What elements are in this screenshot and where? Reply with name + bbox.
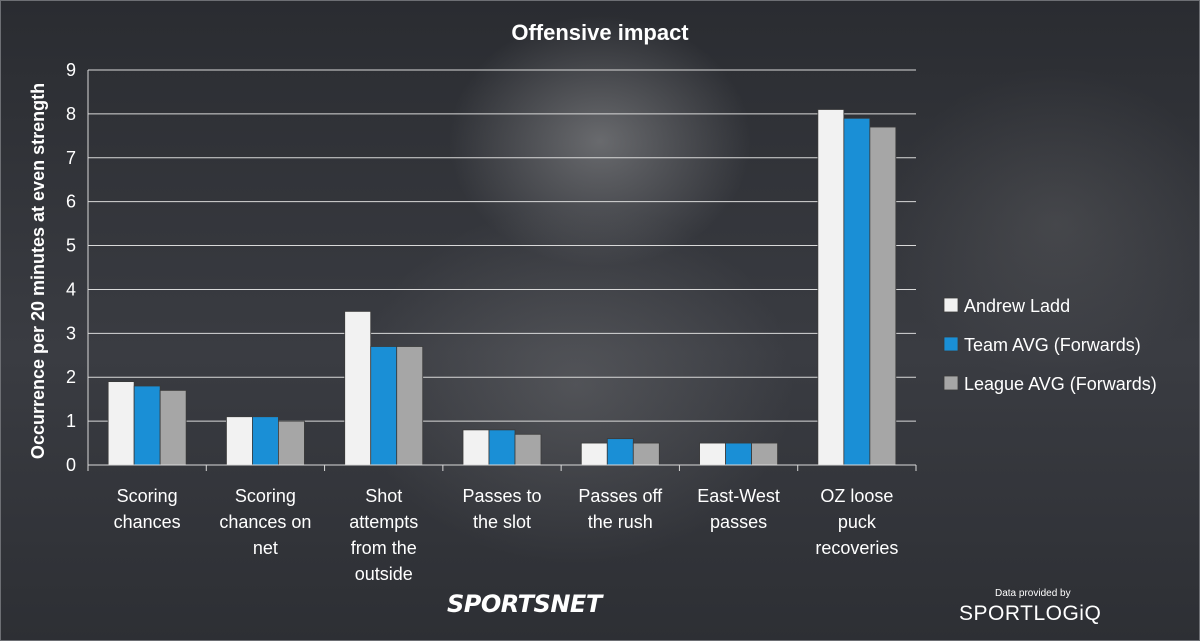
bar-1-4	[606, 438, 634, 466]
x-category-label: net	[253, 538, 278, 558]
y-tick-label: 9	[66, 60, 76, 80]
bar-1-1	[252, 416, 279, 466]
legend-label-2: League AVG (Forwards)	[964, 374, 1157, 394]
x-category-labels: Scoring chances Scoring chances on net Shot at…	[114, 486, 899, 584]
bar-1-6	[843, 117, 871, 466]
bar-1-5	[725, 442, 752, 466]
bar-1-2	[370, 346, 398, 466]
x-category-label: passes	[710, 512, 767, 532]
bar-2-0	[159, 389, 187, 466]
bar-0-4	[580, 442, 608, 466]
x-category-label: East-West	[697, 486, 780, 506]
legend-swatch-0	[943, 297, 959, 313]
bar-2-4	[632, 442, 660, 466]
bar-0-6	[817, 109, 845, 466]
x-category-label: chances on	[219, 512, 311, 532]
bar-0-3	[462, 429, 490, 466]
axes	[87, 70, 917, 471]
bar-1-3	[488, 429, 516, 466]
y-tick-label: 3	[66, 323, 76, 343]
bar-0-2	[344, 310, 372, 466]
x-category-label: the rush	[588, 512, 653, 532]
x-category-label: OZ loose	[820, 486, 893, 506]
x-category-label: recoveries	[815, 538, 898, 558]
bar-2-5	[751, 442, 778, 466]
chart-title: Offensive impact	[511, 20, 689, 45]
bar-0-5	[699, 442, 726, 466]
y-tick-label: 1	[66, 411, 76, 431]
legend: Andrew Ladd Team AVG (Forwards) League AVG…	[943, 296, 1157, 394]
y-tick-label: 0	[66, 455, 76, 475]
x-category-label: outside	[355, 564, 413, 584]
x-category-label: chances	[114, 512, 181, 532]
x-category-label: from the	[351, 538, 417, 558]
legend-label-1: Team AVG (Forwards)	[964, 335, 1141, 355]
y-tick-label: 7	[66, 148, 76, 168]
x-category-label: Shot	[365, 486, 402, 506]
y-tick-label: 4	[66, 279, 76, 299]
data-provided-label: Data provided by	[995, 588, 1071, 599]
bar-0-1	[226, 416, 253, 466]
x-category-label: Scoring	[117, 486, 178, 506]
sportsnet-logo: SPORTSNET	[447, 590, 602, 618]
bar-2-1	[278, 420, 305, 466]
y-tick-label: 2	[66, 367, 76, 387]
bars	[107, 109, 897, 466]
legend-swatch-1	[943, 336, 959, 352]
x-category-label: the slot	[473, 512, 531, 532]
x-category-label: Passes to	[462, 486, 541, 506]
y-axis-label: Occurrence per 20 minutes at even streng…	[28, 83, 48, 459]
x-category-label: attempts	[349, 512, 418, 532]
x-category-label: Passes off	[578, 486, 663, 506]
x-category-label: Scoring	[235, 486, 296, 506]
gridlines	[88, 69, 916, 422]
bar-0-0	[107, 381, 135, 466]
legend-label-0: Andrew Ladd	[964, 296, 1070, 316]
bar-2-2	[396, 346, 424, 466]
bar-2-6	[869, 126, 897, 466]
bar-1-0	[133, 385, 161, 466]
x-category-label: puck	[838, 512, 877, 532]
legend-swatch-2	[943, 375, 959, 391]
y-tick-label: 5	[66, 236, 76, 256]
y-tick-label: 6	[66, 192, 76, 212]
y-tick-label: 8	[66, 104, 76, 124]
y-tick-labels: 0 1 2 3 4 5 6 7 8 9	[66, 60, 76, 475]
bar-2-3	[514, 433, 542, 466]
sportlogiq-logo: SPORTLOGiQ	[959, 602, 1102, 625]
